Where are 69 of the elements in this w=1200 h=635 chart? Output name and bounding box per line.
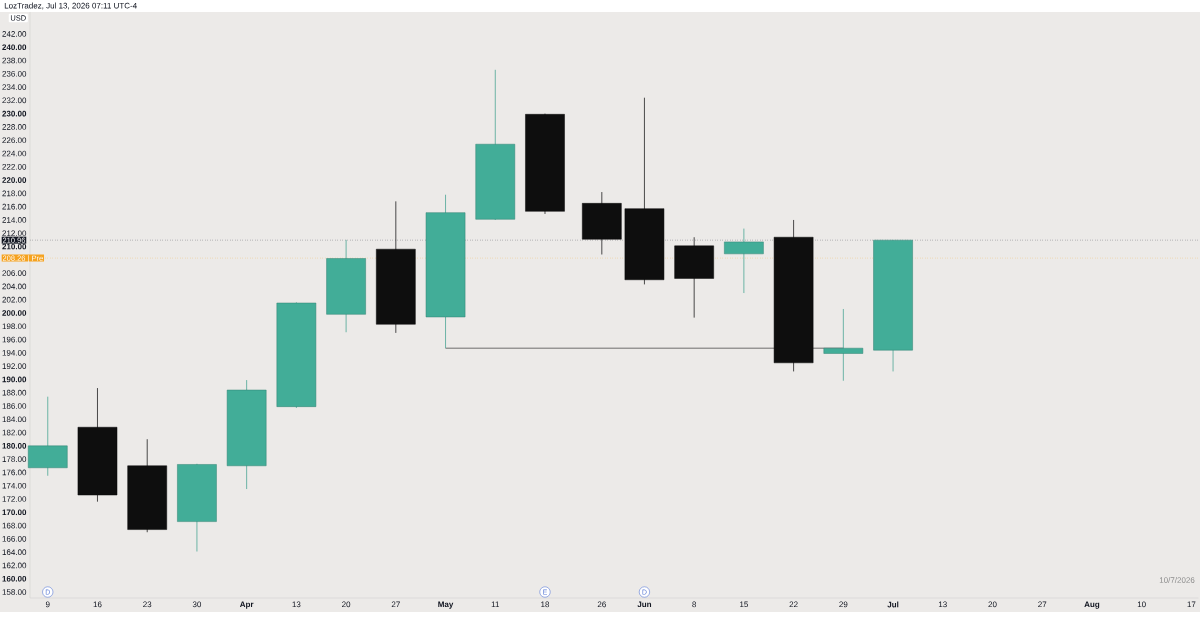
text: LozTradez, Jul 13, 2026 07:11 UTC-4 [4,2,137,10]
y-tick-label: 206.00 [2,270,27,276]
candlestick [823,308,864,382]
y-tick-label: 188.00 [2,389,27,396]
x-tick-label: Jun [637,601,652,608]
y-tick-label: 236.00 [2,70,27,77]
y-tick-label: 168.00 [2,522,27,529]
y-tick-label: 158.00 [2,589,27,595]
y-tick-label: 202.00 [2,296,27,303]
y-tick-label: 160.00 [2,575,27,582]
y-tick-label: 166.00 [2,536,27,542]
x-tick-label: Jul [887,601,899,608]
x-tick-label: 20 [342,601,351,608]
y-tick-label: 178.00 [2,456,27,462]
x-tick-label: 18 [541,601,550,608]
x-tick-label: 27 [1038,601,1047,608]
y-tick-label: 222.00 [2,163,27,170]
x-tick-label: 15 [740,601,748,608]
x-tick-label: 23 [143,601,152,608]
y-tick-label: 212.00 [2,230,27,237]
x-tick-label: 29 [839,601,848,608]
y-tick-label: 230.00 [2,110,27,117]
x-tick-label: 26 [597,601,606,608]
y-tick-label: 180.00 [2,443,27,449]
x-tick-label: 22 [789,601,798,608]
y-tick-label: 226.00 [2,137,27,144]
x-tick-label: 9 [45,601,50,608]
y-tick-label: 220.00 [2,177,27,183]
y-tick-label: 210.00 [2,243,27,250]
y-tick-label: 164.00 [2,549,27,555]
y-tick-label: 218.00 [2,190,27,197]
x-tick-label: Aug [1084,601,1100,609]
y-tick-label: 196.00 [2,336,27,343]
y-tick-label: 234.00 [2,84,27,90]
x-tick-label: 20 [988,601,997,608]
y-tick-label: 190.00 [2,376,27,383]
y-tick-label: 238.00 [2,57,27,64]
y-tick-label: 162.00 [2,562,27,569]
y-tick-label: 198.00 [2,323,27,330]
y-tick-label: 242.00 [2,31,27,37]
y-tick-label: 214.00 [2,217,27,223]
annotation: 10/7/2026 [1159,577,1195,583]
x-tick-label: 16 [93,601,102,608]
y-tick-label: 170.00 [2,509,27,516]
y-tick-label: 192.00 [2,363,27,369]
y-tick-label: 182.00 [2,429,27,436]
y-tick-label: 176.00 [2,469,27,476]
x-tick-label: 13 [292,601,301,608]
y-tick-label: 232.00 [2,97,27,104]
y-tick-label: 200.00 [2,310,27,316]
y-tick-label: 224.00 [2,150,27,157]
x-tick-label: 10 [1137,601,1146,608]
y-tick-label: 216.00 [2,203,27,210]
y-tick-label: 174.00 [2,482,27,489]
y-tick-label: 194.00 [2,350,27,356]
x-tick-label: 13 [938,601,947,608]
y-tick-label: 186.00 [2,403,27,409]
y-tick-label: 204.00 [2,283,27,290]
x-tick-label: May [438,601,454,609]
x-tick-label: 11 [491,601,500,608]
x-tick-label: 27 [391,601,400,608]
x-tick-label: 30 [192,601,202,608]
x-tick-label: 8 [692,601,697,608]
y-tick-label: 228.00 [2,124,27,130]
x-tick-label: 17 [1187,601,1196,608]
y-tick-label: 172.00 [2,496,27,502]
x-tick-label: Apr [239,601,254,609]
y-tick-label: 240.00 [2,44,27,51]
y-tick-label: 184.00 [2,416,27,423]
